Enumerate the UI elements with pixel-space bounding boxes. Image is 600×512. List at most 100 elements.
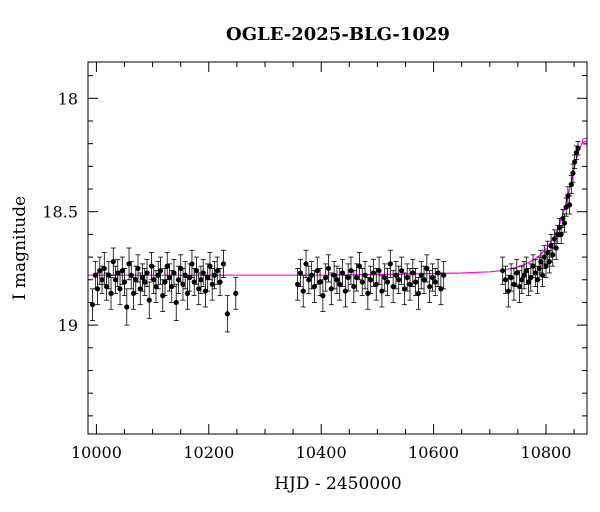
point-marker	[317, 279, 323, 285]
data-point	[370, 258, 377, 287]
data-point	[151, 265, 157, 294]
data-point	[295, 268, 301, 301]
data-point	[184, 277, 191, 310]
data-point	[162, 268, 168, 297]
data-point	[390, 270, 396, 303]
point-marker	[376, 268, 382, 274]
point-marker	[404, 274, 410, 281]
point-marker	[359, 279, 365, 285]
axis-ticks	[88, 62, 587, 434]
point-marker	[137, 286, 143, 292]
data-point	[429, 263, 436, 292]
point-marker	[540, 272, 546, 278]
data-point	[339, 258, 346, 287]
point-marker	[189, 261, 195, 267]
data-point	[523, 256, 529, 285]
x-axis-label: HJD - 2450000	[274, 474, 402, 494]
point-marker	[398, 268, 405, 274]
point-marker	[514, 270, 520, 276]
point-marker	[516, 283, 523, 290]
point-marker	[441, 272, 447, 278]
point-marker	[297, 270, 304, 276]
point-marker	[155, 272, 161, 278]
data-point	[511, 268, 517, 301]
point-marker	[401, 286, 407, 292]
data-point	[233, 277, 239, 310]
data-point	[334, 265, 340, 294]
data-point	[566, 195, 573, 215]
point-marker	[133, 277, 139, 283]
point-marker	[184, 290, 191, 296]
point-marker	[410, 270, 416, 276]
point-marker	[209, 281, 215, 287]
point-marker	[166, 274, 173, 281]
data-point	[220, 249, 227, 278]
point-marker	[151, 277, 157, 283]
point-marker	[502, 277, 509, 283]
point-marker	[348, 268, 354, 274]
point-marker	[233, 290, 239, 296]
data-point	[214, 256, 220, 285]
data-point	[171, 258, 177, 287]
point-marker	[328, 286, 334, 292]
point-marker	[146, 297, 152, 303]
data-point	[198, 265, 204, 294]
data-point	[300, 274, 306, 308]
point-marker	[128, 272, 134, 278]
point-marker	[543, 263, 549, 269]
point-marker	[530, 263, 536, 269]
y-axis-label: I magnitude	[10, 196, 30, 300]
data-point	[401, 272, 407, 306]
point-marker	[108, 290, 114, 296]
point-marker	[508, 274, 514, 281]
data-point	[193, 256, 200, 285]
point-marker	[331, 272, 337, 278]
data-point	[410, 258, 416, 287]
point-marker	[117, 286, 123, 292]
model-end-marker	[581, 137, 587, 145]
point-marker	[418, 272, 424, 278]
data-point	[521, 261, 527, 290]
point-marker	[320, 293, 326, 299]
y-tick-label: 18.5	[42, 203, 78, 222]
point-marker	[407, 281, 413, 287]
point-marker	[505, 288, 511, 294]
x-tick-label: 10400	[296, 443, 347, 462]
point-marker	[438, 286, 444, 292]
data-point	[211, 261, 218, 290]
point-marker	[200, 270, 206, 276]
data-point	[320, 279, 326, 312]
point-marker	[121, 279, 128, 285]
point-marker	[550, 252, 556, 258]
data-point	[207, 252, 213, 281]
data-point	[505, 274, 511, 308]
data-point	[514, 258, 520, 287]
point-marker	[390, 283, 396, 290]
x-tick-label: 10000	[71, 443, 122, 462]
data-point	[553, 236, 559, 260]
data-point	[373, 268, 379, 301]
point-marker	[558, 231, 564, 237]
data-point	[297, 258, 304, 287]
data-point	[309, 261, 315, 290]
data-point	[384, 268, 391, 297]
point-marker	[193, 268, 200, 274]
data-point	[516, 270, 523, 303]
data-point	[365, 277, 371, 310]
tick-labels: 10000 10200 10400 10600 10800 18 18.5 19	[42, 89, 571, 462]
model-curve-line	[88, 140, 587, 276]
point-marker	[303, 261, 309, 267]
point-marker	[198, 277, 204, 283]
point-marker	[207, 263, 213, 269]
point-marker	[521, 272, 527, 278]
point-marker	[413, 279, 419, 285]
point-marker	[164, 263, 170, 269]
point-marker	[135, 265, 141, 272]
point-marker	[387, 261, 393, 267]
data-point	[362, 261, 368, 290]
point-marker	[435, 270, 441, 276]
point-marker	[432, 279, 438, 285]
data-point	[121, 268, 128, 297]
point-marker	[368, 277, 374, 283]
